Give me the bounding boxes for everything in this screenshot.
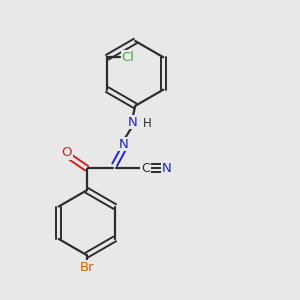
Text: N: N: [128, 116, 137, 128]
Text: N: N: [161, 162, 171, 175]
Text: O: O: [62, 146, 72, 159]
Text: H: H: [142, 117, 152, 130]
Text: N: N: [118, 138, 128, 151]
Text: Cl: Cl: [121, 51, 134, 64]
Text: Br: Br: [80, 261, 94, 274]
Text: C: C: [141, 162, 150, 175]
